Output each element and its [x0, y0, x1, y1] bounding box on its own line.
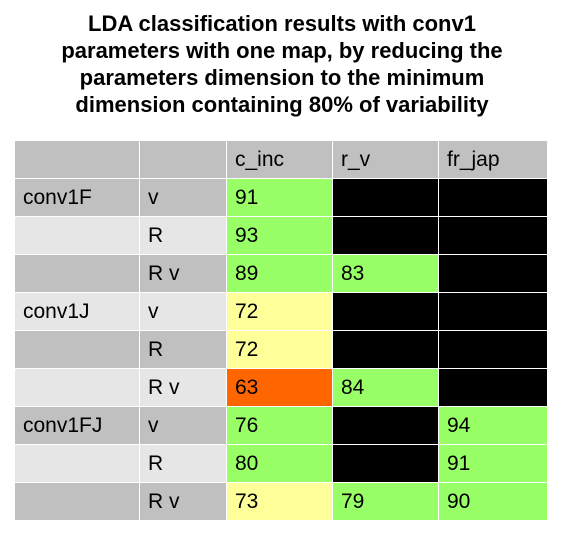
variant-label-cell: R v [139, 368, 227, 407]
value-cell-r-v [332, 406, 439, 445]
value-cell-fr-jap [438, 330, 548, 369]
variant-label-cell: v [139, 292, 227, 331]
table-row: conv1F v 91 [14, 178, 548, 217]
title-line: parameters with one map, by reducing the [61, 38, 503, 63]
value-cell-c-inc: 93 [226, 216, 333, 255]
title-line: parameters dimension to the minimum [79, 65, 485, 90]
results-table: c_inc r_v fr_jap conv1F v 91 R 93 R v 89 83 conv… [14, 140, 548, 521]
table-row: conv1J v 72 [14, 292, 548, 331]
value-cell-r-v [332, 292, 439, 331]
variant-label-cell: R [139, 444, 227, 483]
table-row: R 93 [14, 216, 548, 255]
value-cell-r-v [332, 178, 439, 217]
value-cell-fr-jap [438, 254, 548, 293]
table-row: R v 89 83 [14, 254, 548, 293]
value-cell-fr-jap: 94 [438, 406, 548, 445]
value-cell-r-v [332, 444, 439, 483]
group-label-cell [14, 216, 140, 255]
value-cell-fr-jap [438, 368, 548, 407]
group-label-cell [14, 368, 140, 407]
header-cell: fr_jap [438, 140, 548, 179]
header-row: c_inc r_v fr_jap [14, 140, 548, 179]
header-cell: c_inc [226, 140, 333, 179]
group-label-cell [14, 330, 140, 369]
value-cell-fr-jap: 91 [438, 444, 548, 483]
value-cell-c-inc: 72 [226, 330, 333, 369]
variant-label-cell: v [139, 178, 227, 217]
header-cell: r_v [332, 140, 439, 179]
table-row: R 80 91 [14, 444, 548, 483]
group-label-cell [14, 444, 140, 483]
value-cell-fr-jap [438, 216, 548, 255]
title-line: LDA classification results with conv1 [88, 11, 476, 36]
value-cell-c-inc: 63 [226, 368, 333, 407]
results-table-body: c_inc r_v fr_jap conv1F v 91 R 93 R v 89 83 conv… [14, 140, 548, 521]
table-row: R v 73 79 90 [14, 482, 548, 521]
variant-label-cell: R [139, 330, 227, 369]
table-row: R 72 [14, 330, 548, 369]
value-cell-r-v [332, 216, 439, 255]
value-cell-c-inc: 91 [226, 178, 333, 217]
value-cell-c-inc: 72 [226, 292, 333, 331]
value-cell-fr-jap [438, 292, 548, 331]
value-cell-c-inc: 89 [226, 254, 333, 293]
table-row: conv1FJ v 76 94 [14, 406, 548, 445]
title-line: dimension containing 80% of variability [75, 92, 489, 117]
value-cell-c-inc: 73 [226, 482, 333, 521]
variant-label-cell: R v [139, 482, 227, 521]
chart-title: LDA classification results with conv1 pa… [0, 10, 564, 118]
variant-label-cell: R [139, 216, 227, 255]
header-cell [139, 140, 227, 179]
table-row: R v 63 84 [14, 368, 548, 407]
value-cell-r-v: 83 [332, 254, 439, 293]
header-cell [14, 140, 140, 179]
variant-label-cell: R v [139, 254, 227, 293]
group-label-cell: conv1J [14, 292, 140, 331]
value-cell-c-inc: 76 [226, 406, 333, 445]
variant-label-cell: v [139, 406, 227, 445]
group-label-cell [14, 254, 140, 293]
group-label-cell: conv1F [14, 178, 140, 217]
value-cell-fr-jap: 90 [438, 482, 548, 521]
value-cell-c-inc: 80 [226, 444, 333, 483]
group-label-cell [14, 482, 140, 521]
value-cell-r-v: 79 [332, 482, 439, 521]
value-cell-fr-jap [438, 178, 548, 217]
value-cell-r-v: 84 [332, 368, 439, 407]
group-label-cell: conv1FJ [14, 406, 140, 445]
value-cell-r-v [332, 330, 439, 369]
